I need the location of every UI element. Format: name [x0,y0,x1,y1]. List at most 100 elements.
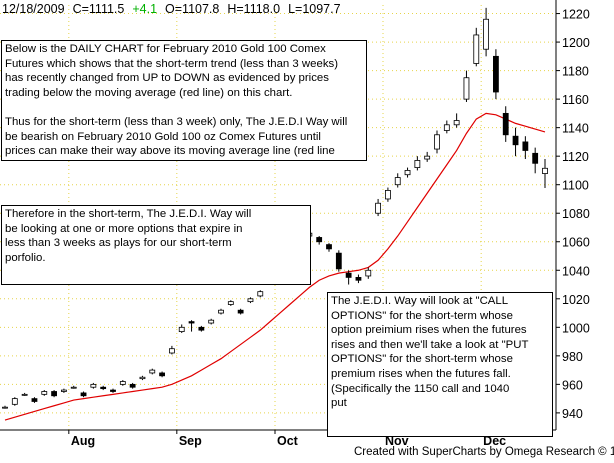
candle-body [365,269,372,277]
candle-body [463,77,470,100]
annotation-paragraph: Below is the DAILY CHART for February 20… [5,42,363,100]
annotation-line: Therefore in the short-term, The J.E.D.I… [5,208,252,220]
candle-body [90,383,97,388]
y-tick-label: 1000 [562,321,590,335]
y-tick-label: 1140 [562,122,589,136]
candle-body [139,376,146,380]
candle-body [414,160,421,168]
candle-body [61,389,67,392]
annotation-box: Below is the DAILY CHART for February 20… [1,40,367,161]
annotation-line: option preimium rises when the futures [331,324,527,337]
candle-body [227,301,234,305]
candle-body [51,391,57,397]
candle-body [542,167,548,174]
header-field: +4.1 [132,2,157,16]
x-tick-label: Nov [385,434,409,448]
annotation-line: above) and trade above its moving averag… [5,159,363,161]
candle-body [522,141,529,151]
candle-body [335,252,342,270]
candle-body [218,309,224,314]
candle-body [375,202,381,214]
candle-body [2,406,8,409]
annotation-line: Futures which shows that the short-term … [5,57,338,70]
candle-body [188,321,195,324]
moving-average-line [4,112,546,421]
candle-body [237,309,244,314]
x-tick-label: Sep [179,434,202,448]
annotation-line: less than 3 weeks as plays for our short… [5,237,232,250]
annotation-line: prices can make their way above its movi… [5,145,335,158]
candle-body [110,389,116,392]
header-field: 12/18/2009 [2,2,65,16]
candle-body [11,398,18,405]
y-tick-label: 1160 [562,93,589,107]
candle-body [80,392,87,397]
x-tick-label: Dec [483,434,506,448]
annotation-line: be bearish on February 2010 Gold 100 oz … [5,130,321,143]
y-tick-label: 1080 [562,207,590,221]
y-tick-label: 1220 [562,8,590,22]
annotation-line: Below is the DAILY CHART for February 20… [5,43,326,55]
header-field: L=1097.7 [288,2,341,16]
x-tick-label: Oct [277,434,299,448]
y-tick-label: 1200 [562,36,590,50]
annotation-box: The J.E.D.I. Way will look at "CALL OPTIO… [327,292,553,437]
y-tick-label: 960 [562,378,583,392]
candle-body [394,177,401,186]
candle-body [159,372,165,377]
candle-body [453,120,460,126]
candle-body [424,155,431,160]
x-tick-label: Aug [71,434,95,448]
candle-body [512,135,519,146]
candle-body [247,298,254,303]
credit: Created with SuperCharts by Omega Resear… [354,446,614,458]
y-tick-label: 1180 [562,65,589,79]
candle-body [21,393,28,396]
candle-body [502,112,509,136]
candle-body [119,381,126,385]
candle-body [31,398,38,402]
header-field: H=1118.0 [227,2,280,16]
candle-body [257,291,264,297]
candle-body [483,18,489,50]
candle-body [178,326,185,332]
annotation-line: put [331,397,347,410]
annotation-line: premium rises when the futures fall. [331,367,511,380]
candle-body [355,276,362,281]
y-tick-label: 1040 [562,264,590,278]
candle-body [326,244,332,250]
annotation-line: OPTIONS" for the short-term whose [331,309,513,322]
header-field: C=1111.5 [73,2,125,16]
candle-body [385,190,391,200]
header-field: O=1107.8 [165,2,219,16]
candle-body [169,348,175,354]
y-tick-label: 940 [562,407,583,421]
candle-body [100,386,107,390]
candle-body [70,386,77,389]
y-tick-label: 1120 [562,150,589,164]
candle-body [443,124,450,131]
candle-body [532,152,539,164]
candle-body [41,391,48,395]
y-tick-label: 1060 [562,236,590,250]
candle-body [493,55,499,93]
candle-body [198,326,205,331]
annotation-line: rises and then we'll take a look at "PUT [331,338,529,351]
annotation-paragraph: The J.E.D.I. Way will look at "CALL OPTIO… [331,294,549,411]
annotation-line: porfolio. [5,251,46,264]
header: 12/18/2009 C=1111.5 +4.1 O=1107.8 H=1118.0 L=… [2,2,341,16]
annotation-line: trading below the moving average (red li… [5,86,293,99]
annotation-line: has recently changed from UP to DOWN as … [5,72,329,85]
candle-body [473,34,480,64]
y-tick-label: 980 [562,350,583,364]
annotation-line: The J.E.D.I. Way will look at "CALL [331,295,509,307]
annotation-line: OPTIONS" for the short-term whose [331,353,513,366]
annotation-line: Thus for the short-term (less than 3 wee… [5,115,348,128]
y-tick-label: 1100 [562,179,589,193]
candle-body [345,272,352,278]
annotation-line: be looking at one or more options that e… [5,222,243,235]
candle-body [149,369,156,374]
candle-body [316,237,323,243]
annotation-box: Therefore in the short-term, The J.E.D.I… [1,205,311,285]
